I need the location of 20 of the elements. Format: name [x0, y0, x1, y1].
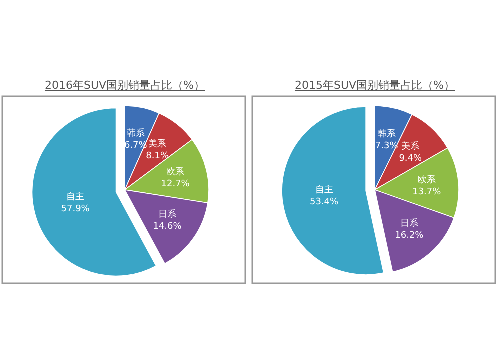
slice-label: 欧系 [418, 174, 436, 186]
slice-label: 自主 [315, 184, 334, 196]
data-label: 13.7% [412, 187, 442, 198]
data-label: 14.6% [153, 222, 182, 232]
data-label: 53.4% [310, 197, 340, 208]
slice-label: 美系 [148, 138, 167, 150]
slice-label: 日系 [158, 209, 177, 220]
chart-title: 2015年SUV国别销量占比（%） [294, 79, 456, 92]
data-label: 16.2% [395, 231, 424, 242]
slice-label: 欧系 [166, 166, 185, 178]
slice-label: 日系 [400, 218, 418, 230]
data-label: 12.7% [161, 180, 190, 190]
data-label: 57.9% [61, 204, 90, 215]
data-label: 8.1% [146, 151, 170, 162]
slice-label: 自主 [66, 192, 85, 203]
slice-label: 美系 [402, 141, 420, 152]
data-label: 9.4% [399, 154, 423, 164]
chart-title: 2016年SUV国别销量占比（%） [44, 79, 206, 92]
slice-label: 韩系 [126, 128, 145, 140]
slice-label: 韩系 [378, 128, 396, 140]
